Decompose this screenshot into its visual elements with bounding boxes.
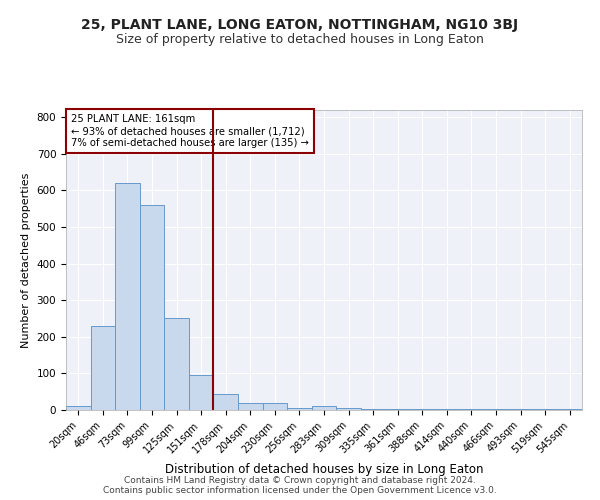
Bar [312,406,336,410]
Y-axis label: Number of detached properties: Number of detached properties [21,172,31,348]
Bar [140,205,164,410]
Text: 25 PLANT LANE: 161sqm
← 93% of detached houses are smaller (1,712)
7% of semi-de: 25 PLANT LANE: 161sqm ← 93% of detached … [71,114,309,148]
Bar [214,394,238,410]
Text: Size of property relative to detached houses in Long Eaton: Size of property relative to detached ho… [116,32,484,46]
Bar [91,326,115,410]
Text: Contains HM Land Registry data © Crown copyright and database right 2024.
Contai: Contains HM Land Registry data © Crown c… [103,476,497,495]
Bar [115,183,140,410]
Text: 25, PLANT LANE, LONG EATON, NOTTINGHAM, NG10 3BJ: 25, PLANT LANE, LONG EATON, NOTTINGHAM, … [82,18,518,32]
Bar [238,402,263,410]
Bar [263,402,287,410]
X-axis label: Distribution of detached houses by size in Long Eaton: Distribution of detached houses by size … [165,463,483,476]
Bar [164,318,189,410]
Bar [287,408,312,410]
Bar [66,406,91,410]
Bar [336,408,361,410]
Bar [189,375,214,410]
